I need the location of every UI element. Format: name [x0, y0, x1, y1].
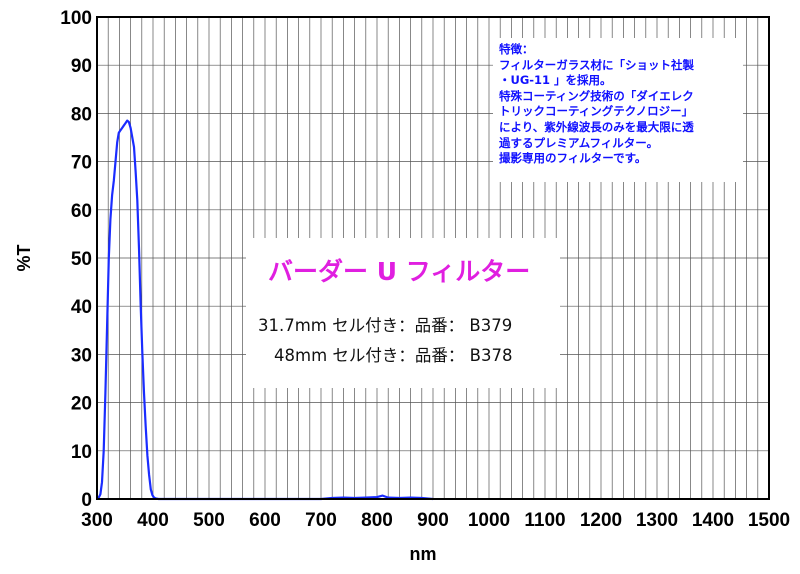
y-tick-labels: 0 10 20 30 40 50 60 70 80 90 100 — [60, 8, 92, 511]
x-tick-label: 300 — [81, 510, 113, 531]
product-code-line: 31.7mm セル付き：品番： B379 — [258, 316, 513, 335]
product-code-line: 48mm セル付き：品番： B378 — [274, 346, 513, 365]
note-line: トリックコーティングテクノロジー」 — [499, 104, 694, 119]
x-tick-label: 400 — [137, 510, 169, 531]
grid-lines — [97, 17, 769, 499]
x-tick-label: 1400 — [692, 510, 734, 531]
note-line: 特徴： — [499, 42, 534, 56]
y-tick-label: 70 — [71, 153, 92, 174]
plot-frame — [96, 16, 770, 500]
note-line: フィルターガラス材に「ショット社製 — [499, 57, 695, 72]
x-tick-label: 1300 — [636, 510, 678, 531]
x-tick-label: 1100 — [524, 510, 565, 531]
x-tick-label: 500 — [193, 510, 225, 531]
x-tick-label: 1000 — [468, 510, 510, 531]
note-line: 特殊コーティング技術の「ダイエレク — [499, 88, 694, 103]
y-tick-label: 0 — [81, 490, 92, 511]
note-line: 過するプレミアムフィルター。 — [499, 135, 659, 150]
y-axis-title: %T — [14, 244, 34, 271]
feature-note: 特徴： フィルターガラス材に「ショット社製 ・UG-11 」を採用。 特殊コーテ… — [493, 38, 743, 182]
x-tick-label: 900 — [417, 510, 449, 531]
y-tick-label: 80 — [71, 104, 92, 125]
note-line: 撮影専用のフィルターです。 — [499, 151, 647, 166]
product-info: バーダー U フィルター 31.7mm セル付き：品番： B379 48mm セ… — [246, 238, 560, 388]
y-tick-label: 50 — [71, 249, 92, 270]
x-axis-title: nm — [410, 544, 437, 564]
y-tick-label: 20 — [71, 394, 92, 415]
transmission-curve — [96, 119, 434, 501]
x-tick-label: 600 — [249, 510, 281, 531]
y-tick-label: 10 — [71, 442, 92, 463]
x-tick-label: 1200 — [580, 510, 622, 531]
x-tick-label: 1500 — [748, 510, 790, 531]
series-line — [96, 119, 434, 501]
y-tick-label: 30 — [71, 345, 92, 366]
y-tick-label: 40 — [71, 297, 92, 318]
y-tick-label: 90 — [71, 56, 92, 77]
y-tick-label: 60 — [71, 201, 92, 222]
x-tick-label: 800 — [361, 510, 393, 531]
x-tick-labels: 300 400 500 600 700 800 900 1000 1100 1200 1300 140… — [81, 510, 790, 531]
x-tick-label: 700 — [305, 510, 337, 531]
note-line: ・UG-11 」を採用。 — [499, 73, 612, 88]
note-line: により、紫外線波長のみを最大限に透 — [499, 119, 694, 134]
product-title: バーダー U フィルター — [268, 257, 531, 286]
y-tick-label: 100 — [60, 8, 92, 29]
